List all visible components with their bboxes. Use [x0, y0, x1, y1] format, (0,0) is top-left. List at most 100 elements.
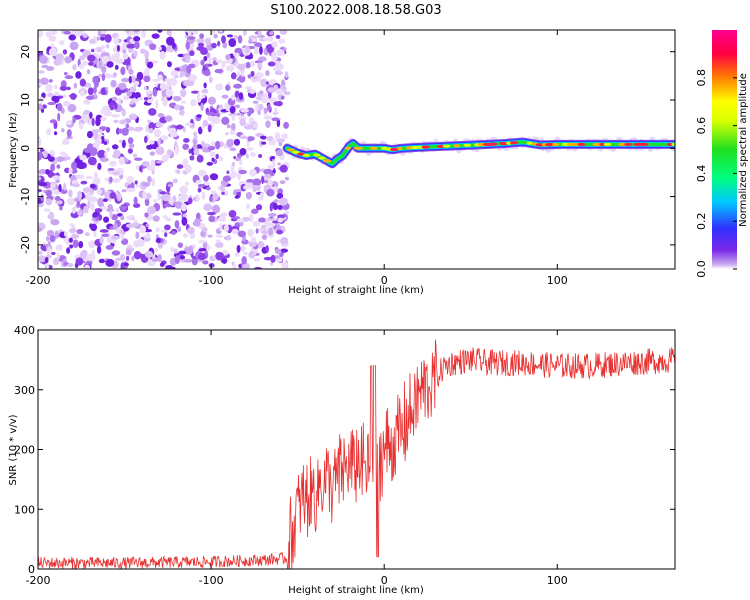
noise-speck — [110, 113, 120, 118]
noise-speck — [171, 266, 176, 269]
noise-speck — [185, 54, 191, 64]
noise-speck — [150, 159, 156, 169]
noise-speck — [213, 33, 218, 39]
noise-speck — [110, 79, 117, 88]
noise-speck — [198, 252, 207, 261]
x-tick-label: -200 — [26, 274, 51, 287]
ridge-peak — [312, 153, 321, 157]
noise-speck — [40, 194, 45, 202]
noise-speck — [173, 248, 178, 254]
noise-speck — [252, 178, 262, 186]
noise-speck — [122, 95, 130, 101]
noise-speck — [125, 255, 130, 261]
noise-speck — [257, 240, 265, 248]
ridge-peak — [624, 142, 633, 147]
spectrogram-ridge — [282, 136, 675, 169]
noise-speck — [280, 248, 289, 253]
noise-speck — [116, 44, 120, 52]
noise-speck — [275, 34, 281, 40]
noise-speck — [278, 197, 288, 206]
noise-speck — [229, 129, 236, 136]
noise-speck — [223, 224, 229, 233]
noise-speck — [45, 31, 52, 38]
noise-speck — [197, 42, 205, 47]
noise-speck — [61, 128, 65, 133]
colorbar-tick-label: 0.2 — [695, 212, 708, 230]
noise-speck — [66, 247, 71, 254]
noise-speck — [203, 203, 213, 212]
noise-speck — [226, 170, 230, 175]
noise-speck — [201, 89, 209, 94]
noise-speck — [234, 251, 240, 257]
noise-speck — [69, 244, 74, 249]
noise-speck — [170, 247, 175, 252]
noise-speck — [274, 106, 278, 114]
ridge-peak — [526, 141, 533, 145]
noise-speck — [118, 156, 125, 165]
noise-speck — [84, 264, 90, 269]
ridge-peak — [592, 142, 602, 147]
noise-speck — [241, 69, 245, 78]
noise-speck — [207, 145, 216, 151]
noise-speck — [125, 249, 132, 256]
noise-speck — [272, 202, 279, 211]
noise-speck — [53, 257, 60, 266]
noise-speck — [230, 122, 236, 132]
noise-speck — [95, 118, 101, 127]
noise-speck — [201, 140, 205, 147]
noise-speck — [210, 190, 217, 195]
noise-speck — [105, 244, 114, 250]
noise-speck — [96, 36, 101, 41]
noise-speck — [259, 90, 264, 95]
noise-speck — [142, 160, 150, 167]
noise-speck — [209, 151, 216, 157]
noise-speck — [69, 223, 75, 227]
noise-speck — [155, 99, 159, 109]
noise-speck — [275, 100, 283, 107]
noise-speck — [121, 127, 129, 136]
noise-speck — [211, 57, 218, 61]
noise-speck — [206, 161, 214, 166]
spectrogram-y-ticks: -20 -10 0 10 20 — [19, 45, 675, 254]
noise-speck — [68, 34, 77, 41]
noise-speck — [246, 203, 250, 210]
noise-speck — [225, 235, 232, 241]
colorbar-label: Normalized spectral amplitude — [738, 73, 749, 227]
noise-speck — [283, 91, 291, 96]
noise-speck — [193, 148, 200, 156]
noise-speck — [179, 71, 186, 77]
noise-speck — [86, 175, 93, 180]
noise-speck — [121, 108, 126, 117]
noise-speck — [192, 220, 201, 227]
noise-speck — [205, 111, 215, 116]
noise-speck — [52, 175, 61, 180]
noise-speck — [215, 241, 224, 249]
noise-speck — [182, 126, 186, 133]
noise-speck — [99, 229, 109, 233]
noise-speck — [221, 61, 226, 68]
noise-speck — [116, 193, 122, 202]
noise-speck — [113, 36, 120, 45]
noise-speck — [248, 250, 256, 259]
noise-speck — [195, 212, 201, 221]
noise-speck — [48, 211, 55, 221]
noise-speck — [153, 198, 158, 203]
noise-speck — [79, 89, 85, 97]
noise-speck — [211, 157, 215, 162]
noise-speck — [225, 54, 231, 60]
noise-speck — [153, 128, 161, 138]
noise-speck — [195, 144, 203, 149]
noise-speck — [134, 157, 143, 161]
noise-speck — [201, 227, 208, 233]
noise-speck — [284, 176, 290, 181]
noise-speck — [122, 52, 129, 60]
noise-speck — [112, 178, 121, 184]
noise-speck — [113, 149, 121, 158]
noise-speck — [108, 101, 115, 111]
noise-speck — [86, 69, 91, 75]
noise-speck — [231, 114, 235, 121]
noise-speck — [237, 35, 243, 44]
ridge-peak — [442, 144, 451, 148]
snr-series-line — [38, 339, 675, 569]
noise-speck — [245, 153, 249, 159]
